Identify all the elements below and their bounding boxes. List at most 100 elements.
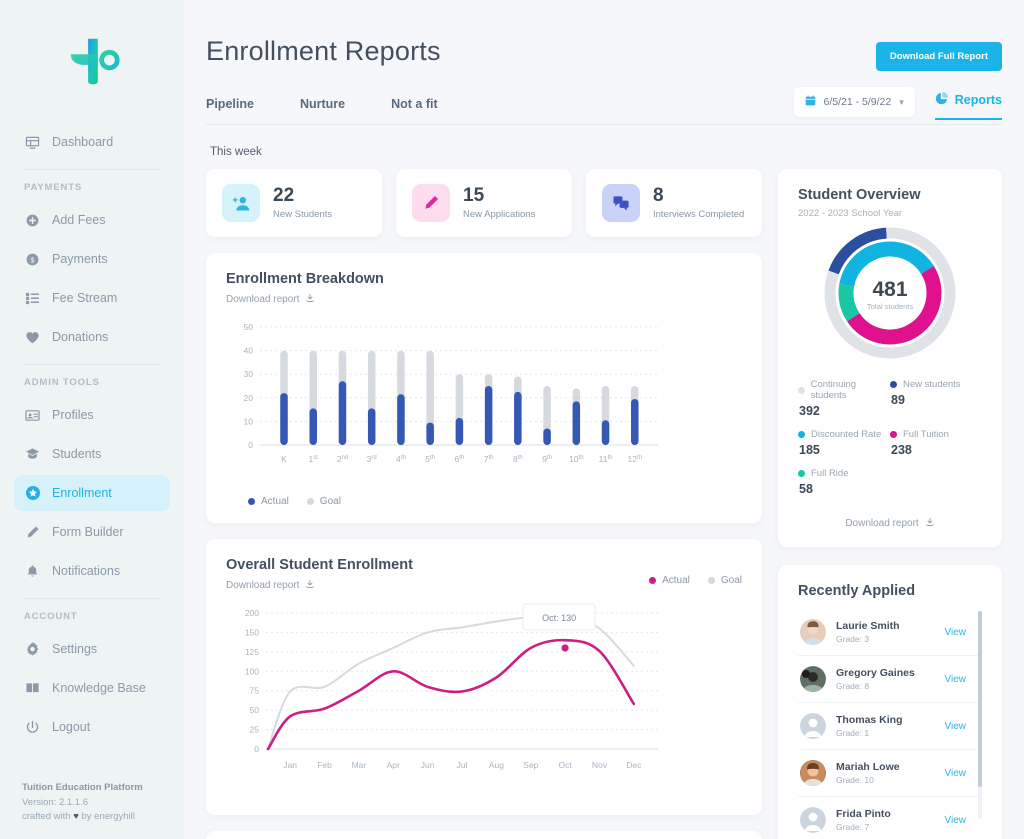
divider	[24, 364, 160, 365]
tab-reports[interactable]: Reports	[934, 92, 1002, 120]
tab-reports-label: Reports	[954, 93, 1002, 107]
sidebar-item-label: Notifications	[52, 564, 121, 578]
legend-item-discounted-rate: Discounted Rate 185	[798, 429, 890, 457]
svg-text:75: 75	[250, 686, 260, 696]
dollar-circle-icon: $	[24, 251, 41, 268]
svg-text:6th: 6th	[455, 454, 465, 464]
list-item-text: Gregory Gaines Grade: 8	[836, 667, 915, 691]
download-report-label: Download report	[845, 518, 919, 529]
sidebar-item-label: Settings	[52, 642, 98, 656]
tabs-right: 6/5/21 - 5/9/22 ▾ Reports	[793, 87, 1002, 124]
sidebar-item-settings[interactable]: Settings	[14, 631, 170, 667]
logo-container[interactable]	[0, 0, 184, 124]
stat-label: New Students	[273, 208, 333, 220]
tab-not-a-fit[interactable]: Not a fit	[391, 97, 438, 111]
view-link[interactable]: View	[944, 626, 967, 638]
sidebar-item-students[interactable]: Students	[14, 436, 170, 472]
legend-item-actual: Actual	[248, 496, 289, 507]
view-link[interactable]: View	[944, 814, 967, 826]
download-full-report-button[interactable]: Download Full Report	[875, 42, 1002, 71]
student-overview-footer: Download report	[798, 511, 982, 531]
sidebar-item-payments[interactable]: $ Payments	[14, 241, 170, 277]
content-columns: 22 New Students 15 New Applications	[206, 169, 1002, 839]
download-report-link[interactable]: Download report	[226, 579, 315, 592]
svg-text:K: K	[281, 454, 287, 464]
svg-text:Jan: Jan	[283, 760, 297, 770]
tab-nurture[interactable]: Nurture	[299, 97, 346, 111]
view-link[interactable]: View	[944, 673, 967, 685]
applicant-grade: Grade: 7	[836, 822, 870, 832]
legend-value: 238	[891, 443, 912, 457]
enrollment-breakdown-card: Enrollment Breakdown Download report 0 10…	[206, 253, 762, 523]
svg-text:200: 200	[245, 608, 259, 618]
date-range-value: 6/5/21 - 5/9/22	[823, 96, 892, 108]
svg-text:Apr: Apr	[387, 760, 400, 770]
applicant-grade: Grade: 10	[836, 775, 874, 785]
applicant-name: Laurie Smith	[836, 620, 900, 632]
view-link[interactable]: View	[944, 767, 967, 779]
sidebar-item-donations[interactable]: Donations	[14, 319, 170, 355]
svg-text:40: 40	[244, 346, 254, 356]
tab-pipeline[interactable]: Pipeline	[206, 97, 254, 111]
legend-item-continuing-students: Continuing students 392	[798, 379, 890, 418]
date-range-picker[interactable]: 6/5/21 - 5/9/22 ▾	[793, 87, 915, 117]
svg-text:50: 50	[244, 322, 254, 332]
sidebar-item-label: Donations	[52, 330, 109, 344]
heart-icon	[24, 329, 41, 346]
download-report-link[interactable]: Download report	[845, 517, 934, 530]
main-content: Enrollment Reports Download Full Report …	[184, 0, 1024, 839]
applicant-grade: Grade: 3	[836, 634, 870, 644]
download-icon	[305, 579, 315, 592]
stat-text: 15 New Applications	[463, 186, 535, 220]
sidebar-item-enrollment[interactable]: Enrollment	[14, 475, 170, 511]
list-item-text: Frida Pinto Grade: 7	[836, 808, 891, 832]
sidebar-item-knowledge-base[interactable]: Knowledge Base	[14, 670, 170, 706]
sidebar-item-profiles[interactable]: Profiles	[14, 397, 170, 433]
list-item[interactable]: Thomas King Grade: 1 View	[798, 703, 982, 750]
sidebar-item-logout[interactable]: Logout	[14, 709, 170, 745]
recently-applied-card: Recently Applied Laurie Smith Grade	[778, 565, 1002, 839]
svg-text:Sep: Sep	[523, 760, 538, 770]
student-overview-legend: Continuing students 392 New students 89 …	[798, 379, 982, 507]
sidebar-item-form-builder[interactable]: Form Builder	[14, 514, 170, 550]
list-item[interactable]: Mariah Lowe Grade: 10 View	[798, 750, 982, 797]
list-item[interactable]: Frida Pinto Grade: 7 View	[798, 797, 982, 839]
avatar	[800, 760, 826, 786]
svg-text:0: 0	[254, 744, 259, 754]
version-text: Version: 2.1.1.6	[22, 796, 89, 808]
sidebar-item-notifications[interactable]: Notifications	[14, 553, 170, 589]
list-item[interactable]: Laurie Smith Grade: 3 View	[798, 609, 982, 656]
sidebar-item-label: Profiles	[52, 408, 94, 422]
book-icon	[24, 680, 41, 697]
view-link[interactable]: View	[944, 720, 967, 732]
applicant-name: Thomas King	[836, 714, 903, 726]
sidebar: Dashboard PAYMENTS Add Fees $ Payments	[0, 0, 184, 839]
legend-item-full-ride: Full Ride 58	[798, 468, 890, 496]
sidebar-item-label: Fee Stream	[52, 291, 118, 305]
star-circle-icon	[24, 485, 41, 502]
download-report-label: Download report	[226, 294, 300, 305]
chevron-down-icon: ▾	[899, 96, 904, 107]
sidebar-item-dashboard[interactable]: Dashboard	[14, 124, 170, 160]
list-item[interactable]: Gregory Gaines Grade: 8 View	[798, 656, 982, 703]
sidebar-item-fee-stream[interactable]: Fee Stream	[14, 280, 170, 316]
card-title: Overall Student Enrollment	[226, 557, 413, 573]
bar-chart-legend: Actual Goal	[248, 496, 742, 507]
graduate-icon	[24, 446, 41, 463]
legend-label: Goal	[319, 496, 341, 507]
stat-value: 8	[653, 185, 664, 207]
svg-text:125: 125	[245, 647, 259, 657]
download-report-link[interactable]: Download report	[226, 293, 315, 306]
sidebar-item-label: Form Builder	[52, 525, 124, 539]
legend-label: Actual	[662, 575, 690, 586]
scrollbar-thumb[interactable]	[978, 611, 982, 787]
download-icon	[305, 293, 315, 306]
applicant-name: Gregory Gaines	[836, 667, 915, 679]
legend-item-goal: Goal	[306, 496, 341, 507]
stat-value: 22	[273, 185, 295, 207]
legend-value: 392	[799, 404, 820, 418]
bell-icon	[24, 563, 41, 580]
svg-text:Feb: Feb	[317, 760, 332, 770]
sidebar-item-add-fees[interactable]: Add Fees	[14, 202, 170, 238]
